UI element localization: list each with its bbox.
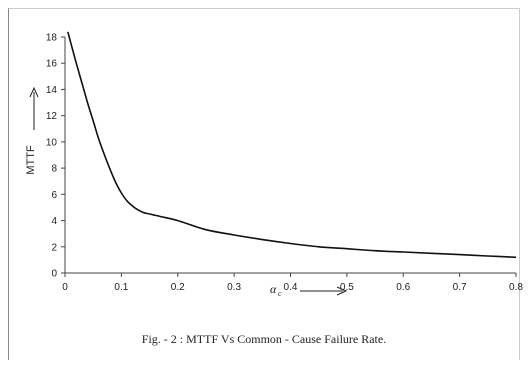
y-tick-label: 16	[46, 59, 58, 70]
y-tick-label: 8	[51, 164, 57, 175]
y-tick-label: 2	[51, 242, 57, 253]
x-tick-label: 0	[62, 282, 68, 293]
y-tick-label: 12	[46, 111, 58, 122]
x-tick-label: 0.1	[114, 282, 128, 293]
figure-frame	[8, 8, 520, 360]
x-tick-label: 0.2	[171, 282, 185, 293]
y-tick-label: 18	[46, 33, 58, 44]
x-axis-arrowhead	[336, 286, 348, 296]
y-tick-group: 0 2 4 6 8 10 12 14 16 18	[46, 33, 65, 280]
y-tick-label: 4	[51, 216, 57, 227]
x-tick-group: 0 0.1 0.2 0.3 0.4 0.5 0.6 0.7 0.8	[62, 273, 523, 293]
y-tick-label: 0	[51, 269, 57, 280]
y-tick-label: 14	[46, 85, 58, 96]
y-axis-arrowhead	[29, 86, 39, 98]
y-tick-label: 10	[46, 137, 58, 148]
x-tick-label: 0.4	[284, 282, 298, 293]
x-axis-label: α	[270, 282, 277, 296]
mttf-series-line	[67, 31, 517, 259]
x-tick-label: 0.3	[227, 282, 241, 293]
x-tick-label: 0.7	[453, 282, 467, 293]
figure-caption: Fig. - 2 : MTTF Vs Common - Cause Failur…	[141, 332, 387, 346]
x-axis-label-subscript: c	[278, 289, 282, 298]
x-tick-label: 0.5	[340, 282, 354, 293]
x-tick-label: 0.6	[396, 282, 410, 293]
x-tick-label: 0.8	[509, 282, 523, 293]
y-axis-label: MTTF	[25, 145, 37, 175]
y-tick-label: 6	[51, 190, 57, 201]
